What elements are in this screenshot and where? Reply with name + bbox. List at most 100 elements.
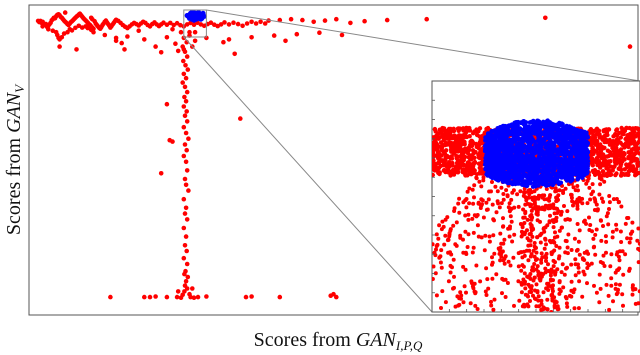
blue-inset-point	[518, 131, 523, 137]
red-inset-point	[580, 294, 585, 299]
red-inset-point	[536, 196, 541, 201]
red-inset-point	[526, 238, 531, 243]
blue-inset-point	[529, 124, 534, 130]
red-inset-point	[613, 155, 619, 161]
red-inset-point	[545, 223, 550, 228]
red-inset-point	[483, 233, 488, 238]
blue-inset-point	[510, 159, 516, 165]
red-point	[253, 21, 259, 26]
inset-points	[432, 118, 640, 312]
red-inset-point	[476, 234, 481, 239]
red-inset-point	[606, 153, 611, 159]
red-inset-point	[438, 140, 444, 145]
inset-plot	[431, 80, 640, 313]
red-inset-point	[637, 151, 640, 156]
red-inset-point	[526, 294, 530, 299]
blue-inset-point	[538, 145, 544, 150]
red-inset-point	[548, 206, 553, 211]
red-inset-point	[592, 244, 597, 249]
red-point	[232, 51, 237, 57]
red-inset-point	[587, 185, 592, 190]
red-inset-point	[628, 165, 633, 170]
red-inset-point	[519, 234, 524, 239]
red-inset-point	[452, 285, 456, 290]
red-inset-point	[490, 276, 495, 281]
red-inset-point	[610, 235, 615, 240]
red-inset-point	[457, 210, 462, 215]
red-inset-point	[470, 187, 475, 192]
red-inset-point	[544, 286, 549, 291]
blue-inset-point	[542, 132, 547, 137]
red-inset-point	[544, 242, 548, 247]
red-inset-point	[501, 216, 505, 221]
red-inset-point	[467, 186, 472, 191]
red-inset-point	[510, 239, 515, 244]
blue-inset-point	[541, 175, 547, 181]
red-inset-point	[485, 277, 490, 282]
red-inset-point	[448, 144, 454, 149]
blue-inset-point	[576, 146, 581, 151]
red-inset-point	[519, 282, 524, 287]
red-point	[161, 20, 166, 26]
blue-inset-point	[533, 125, 539, 130]
red-inset-point	[627, 266, 632, 271]
blue-inset-point	[495, 141, 500, 147]
red-inset-point	[552, 303, 557, 308]
red-inset-point	[619, 240, 624, 244]
red-inset-point	[434, 247, 438, 252]
red-inset-point	[595, 128, 600, 133]
red-point	[182, 142, 188, 147]
red-point	[311, 19, 317, 25]
red-inset-point	[626, 154, 631, 160]
blue-inset-point	[559, 135, 565, 141]
red-point	[317, 30, 322, 35]
red-inset-point	[529, 190, 534, 195]
red-inset-point	[461, 200, 466, 205]
red-inset-point	[617, 249, 622, 254]
red-inset-point	[626, 216, 631, 220]
red-inset-point	[539, 257, 544, 262]
red-inset-point	[622, 172, 627, 177]
red-point	[222, 20, 227, 25]
blue-inset-point	[501, 129, 506, 135]
blue-inset-point	[569, 149, 574, 155]
red-inset-point	[448, 128, 453, 133]
red-inset-point	[594, 160, 599, 165]
red-point	[164, 294, 170, 300]
red-inset-point	[441, 126, 447, 131]
red-point	[182, 211, 188, 216]
red-inset-point	[511, 188, 516, 193]
red-point	[543, 15, 548, 21]
red-inset-point	[455, 158, 461, 163]
red-inset-point	[618, 147, 624, 152]
red-point	[334, 294, 339, 300]
red-inset-point	[602, 135, 607, 140]
red-inset-point	[598, 286, 603, 291]
red-inset-point	[543, 266, 548, 271]
red-inset-point	[538, 219, 542, 224]
blue-inset-point	[558, 149, 563, 154]
red-inset-point	[505, 281, 510, 285]
red-inset-point	[606, 293, 611, 298]
red-inset-point	[589, 261, 594, 266]
red-inset-point	[559, 225, 564, 230]
red-point	[91, 29, 96, 35]
blue-inset-point	[501, 139, 506, 144]
red-inset-point	[533, 245, 538, 250]
red-inset-point	[561, 285, 566, 290]
red-inset-point	[604, 214, 609, 219]
red-inset-point	[573, 257, 578, 262]
red-inset-point	[547, 220, 552, 225]
red-inset-point	[555, 211, 560, 215]
red-inset-point	[525, 302, 530, 307]
red-inset-point	[607, 200, 612, 205]
red-point	[322, 18, 328, 23]
red-inset-point	[481, 175, 486, 180]
red-inset-point	[539, 302, 544, 307]
blue-inset-point	[524, 149, 530, 154]
red-inset-point	[462, 284, 467, 289]
red-point	[164, 101, 170, 107]
red-point	[184, 54, 190, 59]
red-inset-point	[632, 158, 637, 163]
red-inset-point	[536, 269, 541, 274]
